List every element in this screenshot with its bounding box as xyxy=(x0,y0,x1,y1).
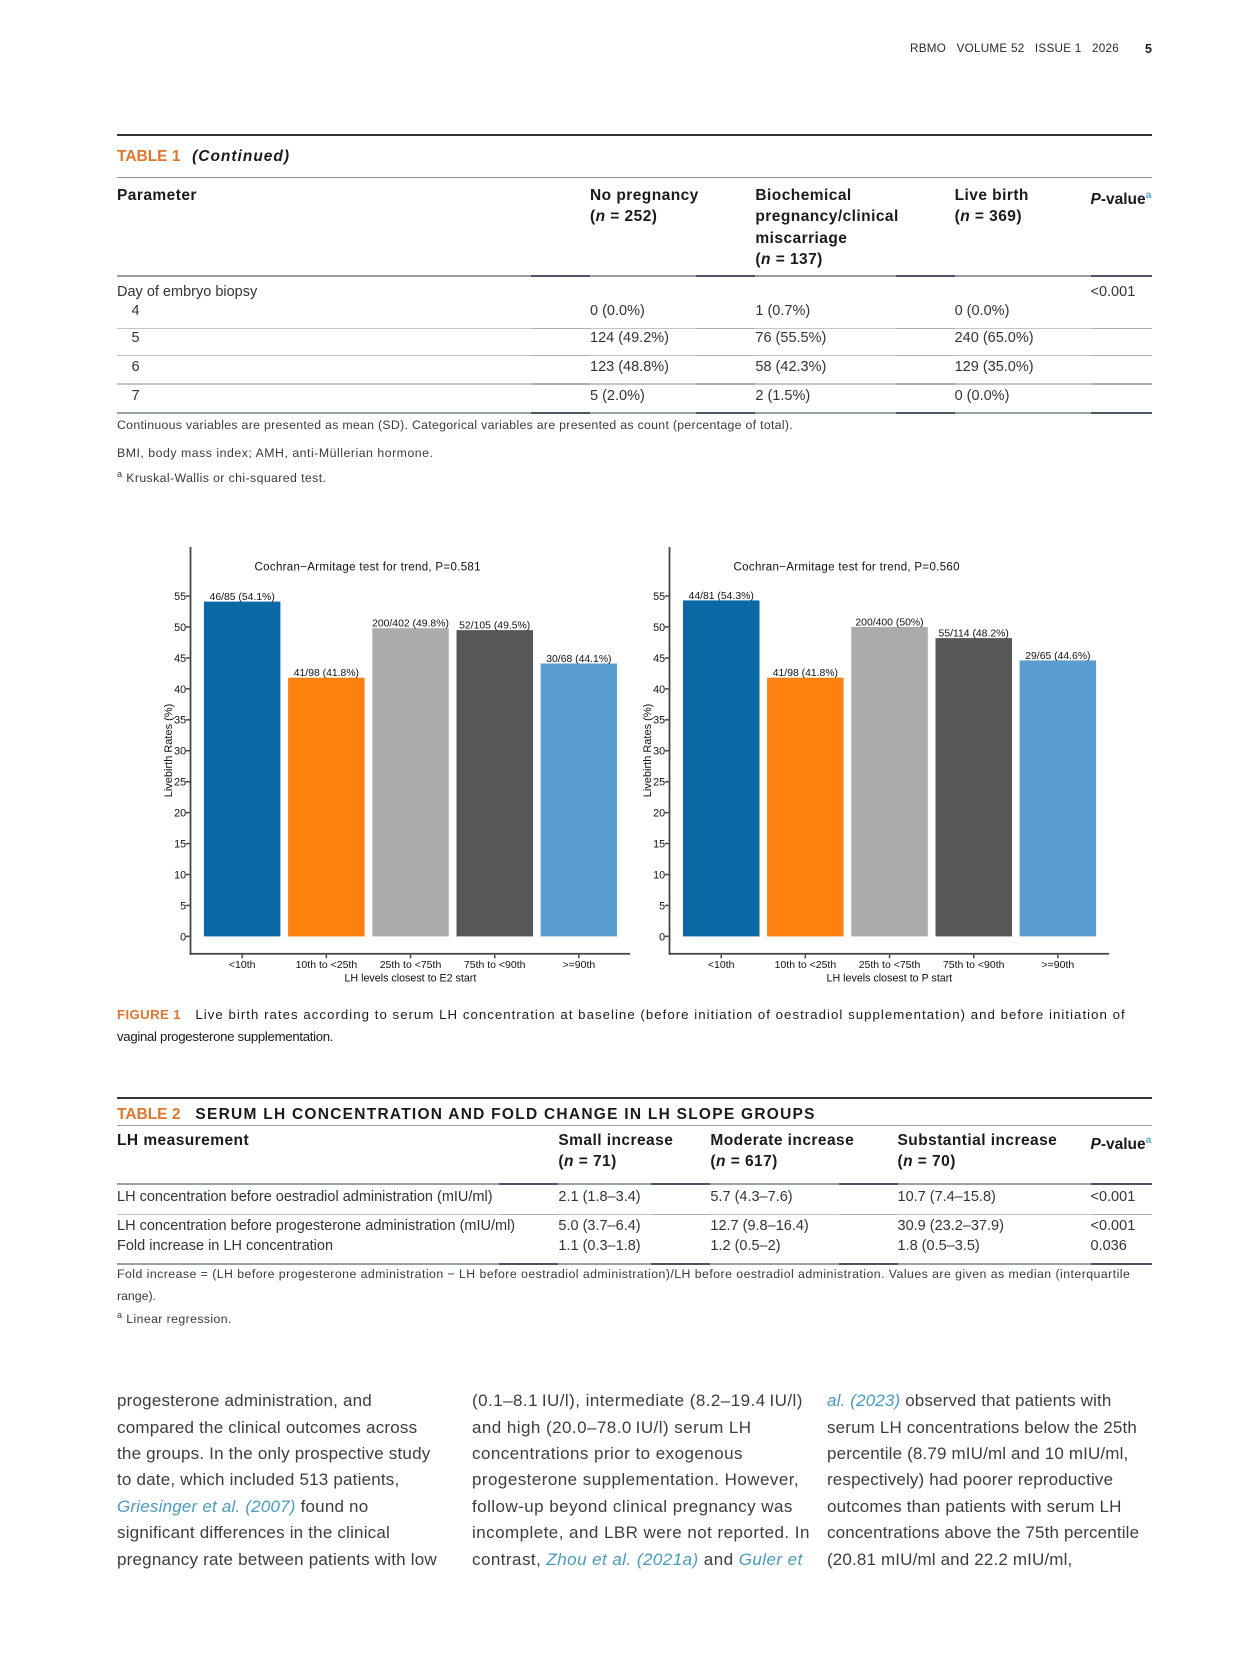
svg-text:5: 5 xyxy=(659,900,665,912)
svg-text:30: 30 xyxy=(653,746,665,758)
svg-text:45: 45 xyxy=(174,653,186,665)
svg-text:200/400 (50%): 200/400 (50%) xyxy=(855,617,923,628)
svg-text:10: 10 xyxy=(174,869,186,881)
svg-text:200/402 (49.8%): 200/402 (49.8%) xyxy=(372,619,449,630)
svg-text:10th to <25th: 10th to <25th xyxy=(296,959,358,971)
svg-text:<10th: <10th xyxy=(708,959,735,971)
svg-text:20: 20 xyxy=(174,808,186,820)
svg-text:75th to <90th: 75th to <90th xyxy=(464,959,526,971)
svg-text:55/114 (48.2%): 55/114 (48.2%) xyxy=(939,629,1009,640)
svg-text:15: 15 xyxy=(174,839,186,851)
svg-text:Cochran−Armitage test for tren: Cochran−Armitage test for trend, P=0.560 xyxy=(734,561,960,573)
svg-text:0: 0 xyxy=(180,931,186,943)
svg-text:25th to <75th: 25th to <75th xyxy=(859,959,921,971)
svg-text:0: 0 xyxy=(659,931,665,943)
svg-text:>=90th: >=90th xyxy=(1042,959,1075,971)
svg-text:35: 35 xyxy=(174,715,186,727)
svg-text:44/81 (54.3%): 44/81 (54.3%) xyxy=(689,591,754,602)
svg-text:25: 25 xyxy=(653,777,665,789)
svg-text:25: 25 xyxy=(174,777,186,789)
svg-text:45: 45 xyxy=(653,653,665,665)
svg-text:30/68 (44.1%): 30/68 (44.1%) xyxy=(546,654,611,665)
svg-text:25th to <75th: 25th to <75th xyxy=(380,959,442,971)
svg-text:LH levels closest to E2 start: LH levels closest to E2 start xyxy=(344,972,476,984)
svg-text:<10th: <10th xyxy=(229,959,256,971)
svg-text:40: 40 xyxy=(174,684,186,696)
svg-text:Cochran−Armitage test for tren: Cochran−Armitage test for trend, P=0.581 xyxy=(255,561,481,573)
svg-text:Livebirth Rates (%): Livebirth Rates (%) xyxy=(163,704,175,798)
svg-text:Livebirth Rates (%): Livebirth Rates (%) xyxy=(642,704,654,798)
svg-text:30: 30 xyxy=(174,746,186,758)
svg-text:46/85 (54.1%): 46/85 (54.1%) xyxy=(210,592,275,603)
svg-text:41/98 (41.8%): 41/98 (41.8%) xyxy=(773,668,838,679)
svg-text:50: 50 xyxy=(174,622,186,634)
svg-text:52/105 (49.5%): 52/105 (49.5%) xyxy=(459,621,530,632)
svg-text:41/98 (41.8%): 41/98 (41.8%) xyxy=(294,668,359,679)
svg-text:55: 55 xyxy=(174,591,186,603)
svg-text:35: 35 xyxy=(653,715,665,727)
svg-text:55: 55 xyxy=(653,591,665,603)
svg-text:LH levels closest to P start: LH levels closest to P start xyxy=(827,972,953,984)
svg-text:29/65 (44.6%): 29/65 (44.6%) xyxy=(1025,651,1090,662)
svg-text:20: 20 xyxy=(653,808,665,820)
svg-text:5: 5 xyxy=(180,900,186,912)
svg-text:10th to <25th: 10th to <25th xyxy=(775,959,837,971)
svg-text:15: 15 xyxy=(653,839,665,851)
svg-text:40: 40 xyxy=(653,684,665,696)
svg-text:10: 10 xyxy=(653,869,665,881)
svg-text:>=90th: >=90th xyxy=(563,959,596,971)
svg-text:75th to <90th: 75th to <90th xyxy=(943,959,1005,971)
svg-text:50: 50 xyxy=(653,622,665,634)
